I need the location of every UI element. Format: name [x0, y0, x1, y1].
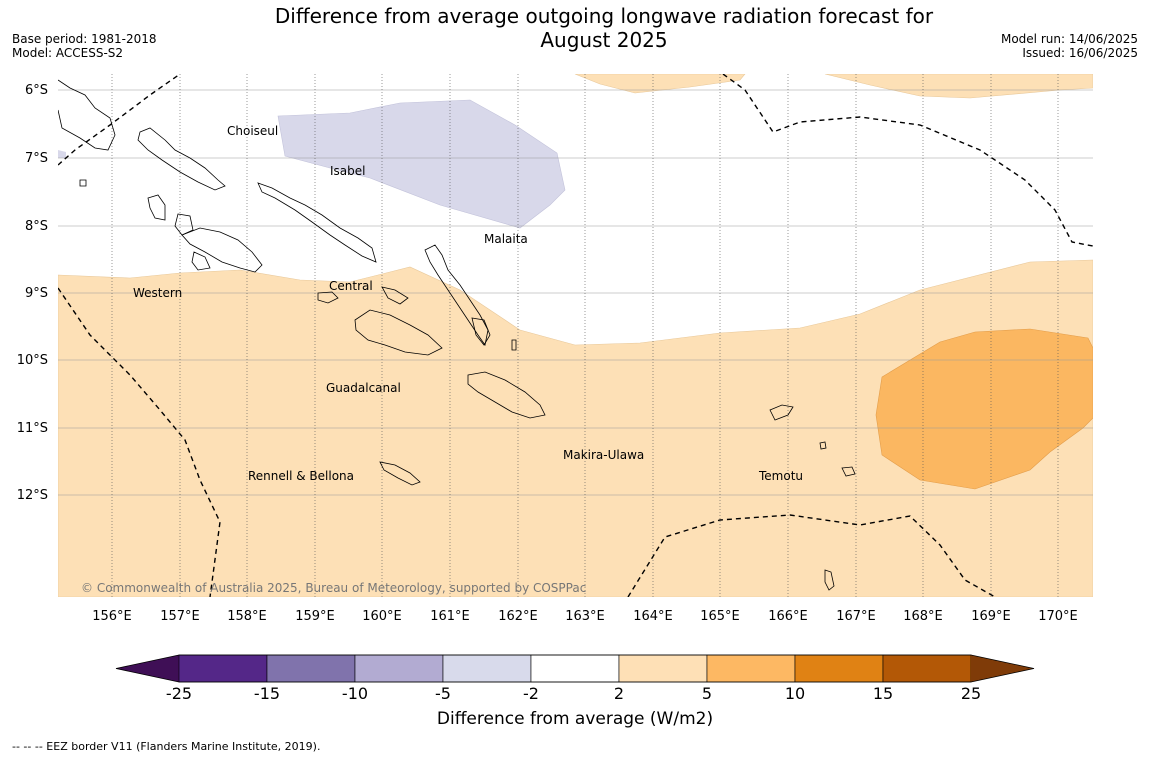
lon-label: 159°E: [295, 609, 335, 624]
colorbar: [115, 654, 1035, 683]
longitude-gridlines: [111, 74, 1059, 597]
colorbar-tick: -2: [523, 684, 539, 703]
label-guadalcanal: Guadalcanal: [326, 381, 401, 395]
model-name: Model: ACCESS-S2: [12, 46, 124, 60]
colorbar-tick: -15: [253, 684, 281, 703]
issued-date: Issued: 16/06/2025: [1022, 46, 1138, 60]
lon-label: 170°E: [1038, 609, 1078, 624]
lon-label: 162°E: [498, 609, 538, 624]
colorbar-tick: 2: [613, 684, 625, 703]
longitude-labels: 156°E 157°E 158°E 159°E 160°E 161°E 162°…: [92, 609, 1078, 624]
label-rennell-bellona: Rennell & Bellona: [248, 469, 354, 483]
colorbar-tick: -25: [165, 684, 193, 703]
run-info: Model run: 14/06/2025 Issued: 16/06/2025: [1001, 32, 1138, 60]
base-period: Base period: 1981-2018: [12, 32, 157, 46]
colorbar-segment: [354, 654, 444, 683]
province-labels: Choiseul Isabel Malaita Western Central …: [133, 124, 803, 483]
page-title: Difference from average outgoing longwav…: [200, 4, 1008, 52]
lat-label: 11°S: [17, 421, 48, 436]
colorbar-extend-high: [971, 655, 1034, 682]
colorbar-segment: [178, 654, 268, 683]
colorbar-outline: [115, 654, 1035, 683]
model-info: Base period: 1981-2018 Model: ACCESS-S2: [12, 32, 157, 60]
colorbar-segment: [882, 654, 972, 683]
lon-label: 166°E: [768, 609, 808, 624]
title-line-1: Difference from average outgoing longwav…: [274, 4, 934, 28]
lon-label: 169°E: [971, 609, 1011, 624]
lat-label: 10°S: [17, 353, 48, 368]
lon-label: 161°E: [430, 609, 470, 624]
anomaly-area-2-5-north-b: [824, 74, 1093, 99]
lon-label: 156°E: [92, 609, 132, 624]
label-temotu: Temotu: [758, 469, 803, 483]
lon-label: 167°E: [836, 609, 876, 624]
anomaly-area-neg-5-2: [277, 99, 566, 229]
colorbar-segment: [530, 654, 620, 683]
colorbar-tick: 5: [701, 684, 713, 703]
lon-label: 164°E: [633, 609, 673, 624]
colorbar-segment: [442, 654, 532, 683]
colorbar-tick: 10: [784, 684, 806, 703]
label-choiseul: Choiseul: [227, 124, 278, 138]
colorbar-segment: [794, 654, 884, 683]
colorbar-tick: -5: [435, 684, 451, 703]
lon-label: 160°E: [362, 609, 402, 624]
anomaly-area-2-5-south: [58, 259, 1093, 597]
lat-label: 8°S: [25, 219, 48, 234]
colorbar-title: Difference from average (W/m2): [436, 709, 714, 729]
anomaly-area-2-5-north-a: [574, 74, 746, 94]
lon-label: 163°E: [565, 609, 605, 624]
lat-label: 7°S: [25, 151, 48, 166]
label-central: Central: [329, 279, 373, 293]
lat-label: 12°S: [17, 488, 48, 503]
lat-label: 6°S: [25, 83, 48, 98]
lon-label: 157°E: [160, 609, 200, 624]
eez-footnote: -- -- -- EEZ border V11 (Flanders Marine…: [12, 740, 321, 753]
colorbar-tick: -10: [341, 684, 369, 703]
lat-label: 9°S: [25, 286, 48, 301]
colorbar-segment: [706, 654, 796, 683]
title-line-2: August 2025: [540, 28, 668, 52]
label-western: Western: [133, 286, 182, 300]
lon-label: 168°E: [903, 609, 943, 624]
latitude-gridlines: [58, 89, 1093, 496]
label-makira-ulawa: Makira-Ulawa: [563, 448, 644, 462]
coastlines: [58, 79, 856, 591]
colorbar-tick: 25: [960, 684, 982, 703]
colorbar-tick: 15: [872, 684, 894, 703]
anomaly-area-neg-5-2-west: [58, 150, 66, 158]
colorbar-segment: [618, 654, 708, 683]
lon-label: 165°E: [700, 609, 740, 624]
lon-label: 158°E: [227, 609, 267, 624]
colorbar-extend-low: [116, 655, 179, 682]
latitude-labels: 6°S 7°S 8°S 9°S 10°S 11°S 12°S: [17, 83, 48, 503]
colorbar-segment: [266, 654, 356, 683]
label-malaita: Malaita: [484, 232, 528, 246]
model-run: Model run: 14/06/2025: [1000, 32, 1138, 46]
eez-border: [58, 74, 1093, 597]
copyright-text: © Commonwealth of Australia 2025, Bureau…: [81, 581, 586, 595]
label-isabel: Isabel: [330, 164, 365, 178]
